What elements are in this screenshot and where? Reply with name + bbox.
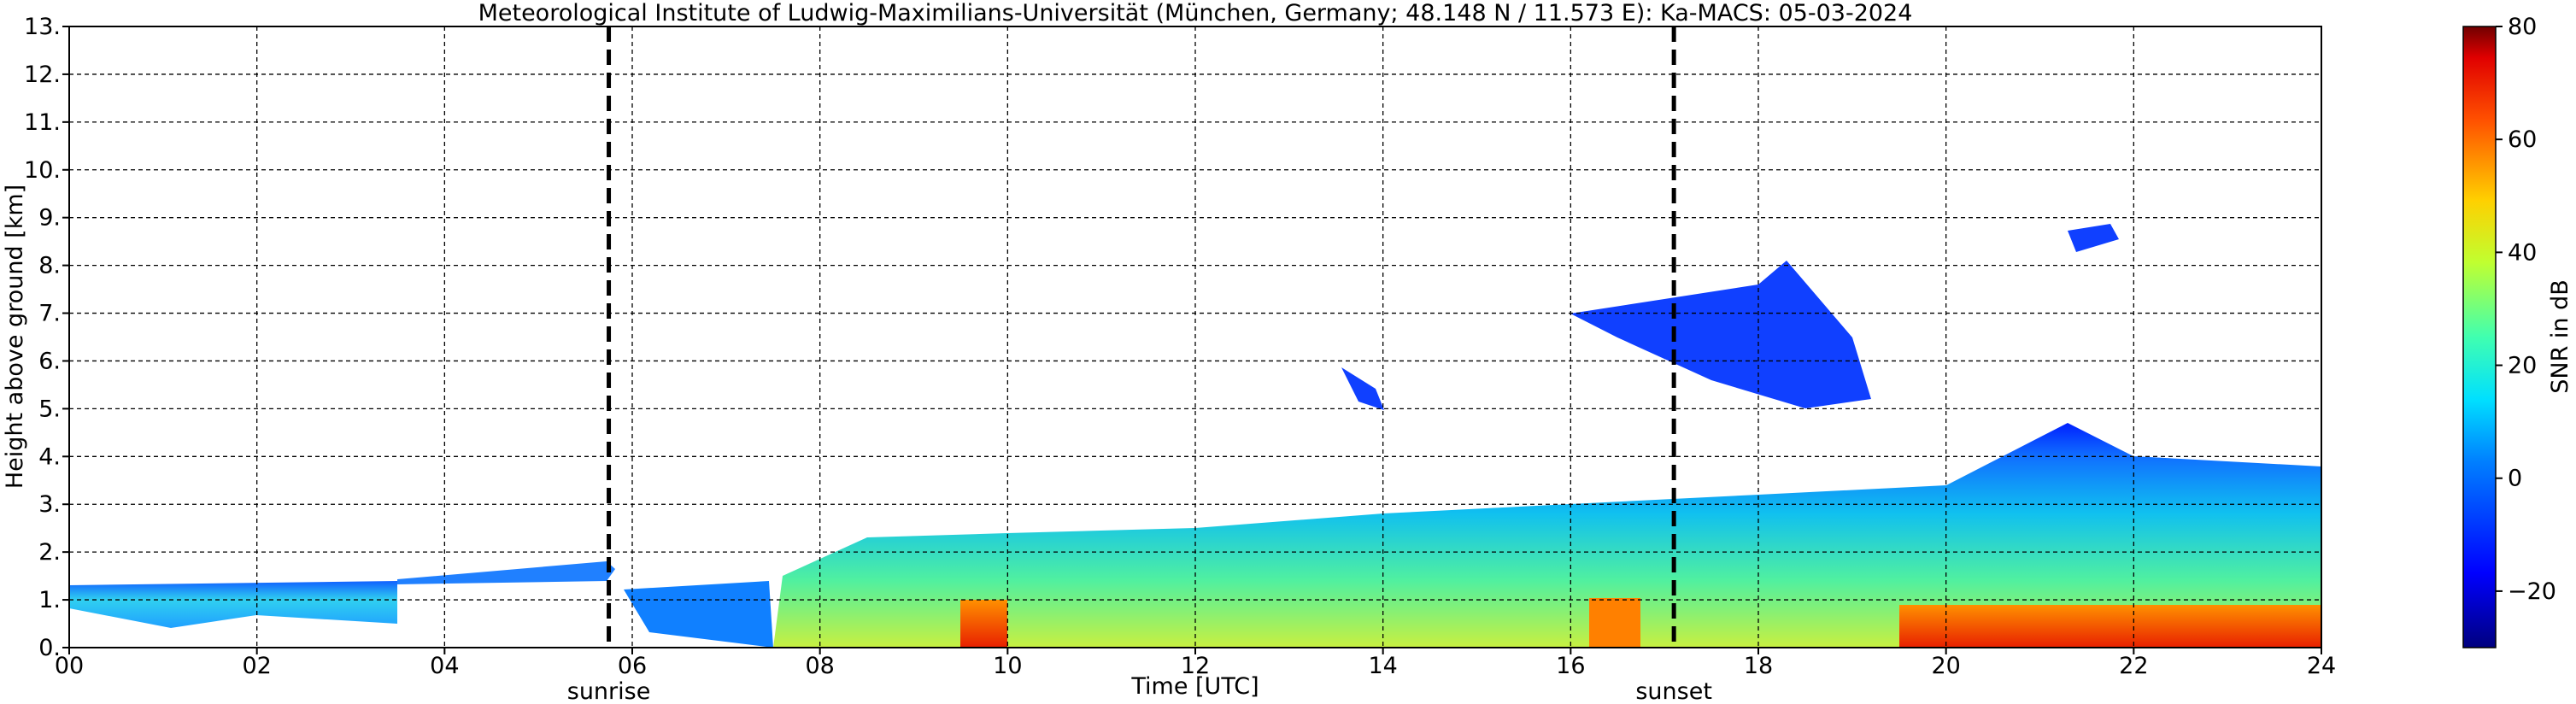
y-tick-label: 1. (38, 587, 61, 613)
annotation-label: sunset (1635, 678, 1712, 704)
x-tick-label: 10 (993, 653, 1022, 679)
y-tick-label: 8. (38, 253, 61, 279)
x-axis-label: Time [UTC] (1130, 673, 1259, 700)
colorbar-tick-label: 80 (2508, 14, 2537, 40)
x-tick-label: 08 (805, 653, 834, 679)
y-tick-label: 9. (38, 205, 61, 232)
y-tick-label: 12. (24, 62, 61, 88)
chart-title: Meteorological Institute of Ludwig-Maxim… (478, 0, 1913, 26)
y-tick-label: 7. (38, 301, 61, 327)
colorbar (2462, 26, 2497, 648)
annotation-label: sunrise (567, 678, 651, 704)
x-tick-label: 14 (1368, 653, 1397, 679)
y-tick-label: 2. (38, 539, 61, 566)
colorbar-tick-label: 60 (2508, 126, 2537, 153)
y-tick-label: 10. (24, 157, 61, 184)
x-tick-label: 24 (2307, 653, 2336, 679)
y-tick-label: 3. (38, 491, 61, 518)
x-tick-label: 22 (2119, 653, 2148, 679)
x-tick-label: 12 (1181, 653, 1210, 679)
radar-echo (69, 224, 2321, 648)
colorbar-tick-label: −20 (2508, 578, 2556, 605)
x-tick-label: 06 (618, 653, 647, 679)
y-tick-label: 13. (24, 14, 61, 40)
x-tick-label: 00 (55, 653, 84, 679)
y-tick-label: 0. (38, 635, 61, 661)
colorbar-tick-label: 40 (2508, 239, 2537, 266)
x-tick-label: 18 (1744, 653, 1773, 679)
y-tick-label: 4. (38, 443, 61, 470)
y-tick-label: 11. (24, 109, 61, 136)
y-axis-label: Height above ground [km] (2, 185, 28, 489)
colorbar-tick-label: 20 (2508, 353, 2537, 379)
x-tick-label: 04 (430, 653, 459, 679)
x-tick-label: 16 (1556, 653, 1585, 679)
y-tick-label: 5. (38, 396, 61, 422)
colorbar-tick-label: 0 (2508, 466, 2522, 492)
x-tick-label: 02 (242, 653, 271, 679)
y-tick-label: 6. (38, 348, 61, 374)
colorbar-label: SNR in dB (2547, 279, 2573, 394)
x-tick-label: 20 (1931, 653, 1960, 679)
